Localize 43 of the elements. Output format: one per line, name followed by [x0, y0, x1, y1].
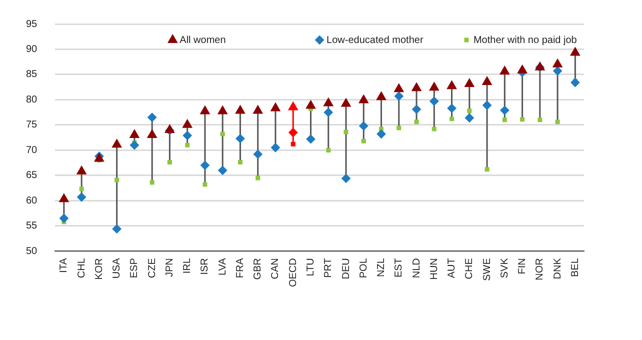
x-tick-label: FRA: [234, 258, 246, 278]
y-tick-label: 55: [26, 220, 38, 232]
x-tick-label: AUT: [446, 258, 458, 278]
x-tick-label: CZE: [146, 258, 158, 278]
x-tick-label: IRL: [182, 258, 194, 274]
x-tick-label: LVA: [217, 258, 228, 276]
x-tick-label: NOR: [534, 258, 546, 280]
y-tick-label: 90: [26, 44, 38, 55]
x-tick-label: DNK: [552, 258, 564, 280]
x-tick-label: PRT: [323, 258, 334, 278]
x-tick-label: CHE: [464, 258, 476, 280]
y-tick-label: 50: [26, 246, 38, 257]
y-tick-label: 60: [26, 195, 38, 206]
y-tick-label: 95: [26, 18, 38, 30]
y-tick-label: 75: [26, 120, 38, 131]
x-tick-label: NZL: [376, 258, 388, 278]
x-tick-label: GBR: [252, 258, 264, 280]
x-tick-label: SVK: [499, 258, 510, 278]
x-tick-label: HUN: [428, 258, 440, 280]
x-tick-label: BEL: [570, 258, 581, 278]
x-tick-label: LTU: [305, 258, 316, 276]
x-tick-label: CAN: [270, 258, 282, 280]
x-tick-label: EST: [394, 258, 405, 278]
x-tick-label: ISR: [200, 258, 211, 275]
x-tick-label: ESP: [129, 258, 140, 278]
y-tick-label: 85: [26, 69, 38, 80]
y-tick-label: 70: [26, 144, 38, 156]
x-tick-label: DEU: [340, 258, 352, 280]
x-tick-label: ITA: [58, 258, 70, 273]
x-tick-label: JPN: [164, 258, 176, 278]
x-tick-label: SWE: [482, 258, 493, 281]
x-tick-label: NLD: [411, 258, 422, 278]
legend-label: Mother with no paid job: [473, 34, 578, 46]
legend-label: All women: [180, 34, 226, 46]
y-tick-label: 80: [26, 94, 38, 106]
x-tick-label: FIN: [517, 258, 528, 274]
x-tick-label: USA: [112, 258, 123, 279]
y-tick-label: 65: [26, 170, 38, 182]
legend-label: Low-educated mother: [326, 34, 424, 46]
x-tick-label: OECD: [288, 258, 299, 288]
x-tick-label: POL: [358, 258, 370, 278]
x-tick-label: KOR: [94, 258, 105, 280]
x-tick-label: CHL: [76, 258, 88, 278]
